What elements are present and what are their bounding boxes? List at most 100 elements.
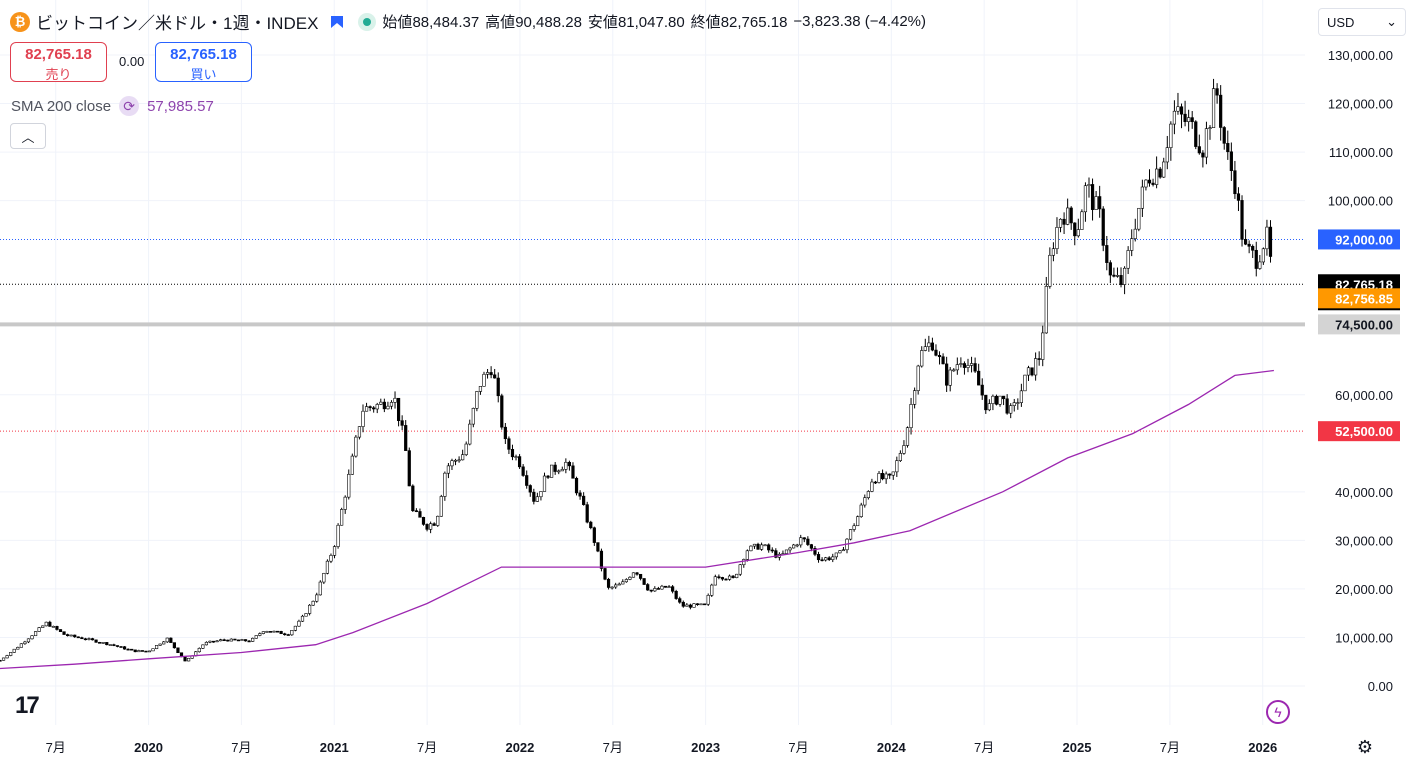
- candle-body: [713, 576, 717, 586]
- candle-body: [482, 373, 486, 387]
- candle-body: [325, 560, 330, 574]
- candle-body: [364, 406, 369, 412]
- candle-body: [240, 639, 244, 641]
- candle-body: [183, 656, 187, 662]
- candle-body: [799, 537, 803, 546]
- candle-body: [649, 589, 653, 592]
- y-tick-label: 10,000.00: [1335, 630, 1393, 645]
- candle-body: [261, 631, 265, 634]
- currency-value: USD: [1327, 14, 1355, 30]
- candle-body: [340, 509, 344, 526]
- candle-body: [219, 639, 223, 642]
- candle-body: [969, 363, 974, 366]
- candle-body: [774, 550, 778, 558]
- candle-body: [809, 544, 814, 549]
- candle-body: [1133, 228, 1137, 239]
- candle-body: [393, 397, 397, 403]
- candle-body: [293, 625, 297, 631]
- candle-body: [820, 559, 824, 562]
- candle-body: [137, 650, 141, 653]
- candle-body: [290, 630, 294, 636]
- x-tick-label: 7月: [603, 740, 623, 755]
- candle-body: [507, 438, 511, 450]
- candle-body: [891, 471, 895, 476]
- candle-body: [33, 631, 38, 637]
- candle-body: [1219, 94, 1223, 128]
- candle-body: [866, 491, 870, 499]
- candle-body: [574, 477, 579, 494]
- candle-body: [1044, 286, 1048, 334]
- flag-icon[interactable]: [330, 15, 344, 29]
- candle-body: [1119, 275, 1123, 285]
- symbol-title[interactable]: ビットコイン／米ドル・1週・INDEX: [36, 14, 319, 33]
- candle-body: [105, 642, 109, 646]
- candle-body: [546, 475, 550, 478]
- candle-body: [824, 557, 828, 561]
- candle-body: [1201, 152, 1205, 158]
- candle-body: [731, 575, 735, 579]
- candle-body: [1251, 246, 1255, 251]
- candle-body: [162, 641, 166, 645]
- candle-body: [1169, 123, 1173, 148]
- sell-button[interactable]: 82,765.18 売り: [10, 42, 107, 82]
- candle-body: [407, 450, 411, 487]
- candle-body: [1076, 229, 1080, 237]
- chevron-up-icon: ︿: [21, 129, 35, 145]
- currency-select[interactable]: USD ⌄: [1318, 8, 1406, 36]
- candle-body: [382, 401, 386, 410]
- candle-body: [343, 496, 347, 510]
- lightning-icon[interactable]: ϟ: [1266, 700, 1290, 724]
- candle-body: [945, 363, 949, 386]
- candle-body: [414, 510, 418, 512]
- candle-body: [589, 521, 593, 529]
- candle-body: [898, 453, 902, 461]
- candle-body: [1016, 402, 1020, 404]
- price-tag: [1318, 421, 1400, 442]
- candle-body: [368, 406, 372, 409]
- candle-body: [1204, 128, 1209, 158]
- candle-body: [848, 529, 853, 540]
- candle-body: [311, 600, 315, 606]
- sync-icon[interactable]: ⟳: [119, 96, 140, 116]
- candle-body: [653, 588, 657, 592]
- collapse-legend-button[interactable]: ︿: [10, 123, 46, 149]
- candle-body: [1208, 127, 1212, 129]
- chevron-down-icon: ⌄: [1386, 14, 1397, 29]
- ohlc-change: −3,823.38 (−4.42%): [793, 13, 927, 30]
- candle-body: [902, 445, 906, 454]
- candle-body: [1229, 151, 1233, 171]
- candle-body: [268, 631, 273, 633]
- candle-body: [1073, 222, 1077, 237]
- candle-body: [87, 638, 91, 640]
- candle-body: [888, 473, 892, 476]
- candle-body: [1087, 184, 1091, 187]
- candle-body: [1261, 248, 1265, 263]
- candle-body: [948, 369, 952, 386]
- candle-body: [1037, 358, 1041, 360]
- gear-icon[interactable]: ⚙: [1356, 736, 1374, 757]
- candle-body: [1211, 88, 1216, 128]
- candle-body: [215, 640, 219, 643]
- candle-body: [1062, 218, 1066, 225]
- candle-body: [1083, 185, 1088, 213]
- candle-body: [813, 548, 817, 555]
- symbol-legend: ₿ ビットコイン／米ドル・1週・INDEX 始値88,484.37 高値90,4…: [10, 9, 926, 34]
- candle-body: [859, 504, 863, 518]
- candle-body: [756, 543, 760, 550]
- candle-body: [350, 455, 354, 475]
- candle-body: [464, 443, 468, 456]
- candle-body: [478, 386, 483, 392]
- candle-body: [863, 497, 867, 506]
- candle-body: [1247, 243, 1251, 247]
- candle-body: [222, 639, 226, 642]
- candle-body: [934, 349, 938, 356]
- candle-body: [1233, 170, 1237, 195]
- candle-body: [660, 585, 664, 590]
- sma-legend[interactable]: SMA 200 close ⟳ 57,985.57: [11, 96, 214, 116]
- candle-body: [322, 572, 326, 583]
- candle-body: [720, 577, 725, 580]
- candle-body: [500, 395, 504, 428]
- buy-button[interactable]: 82,765.18 買い: [155, 42, 252, 82]
- tradingview-logo[interactable]: 17: [15, 692, 40, 719]
